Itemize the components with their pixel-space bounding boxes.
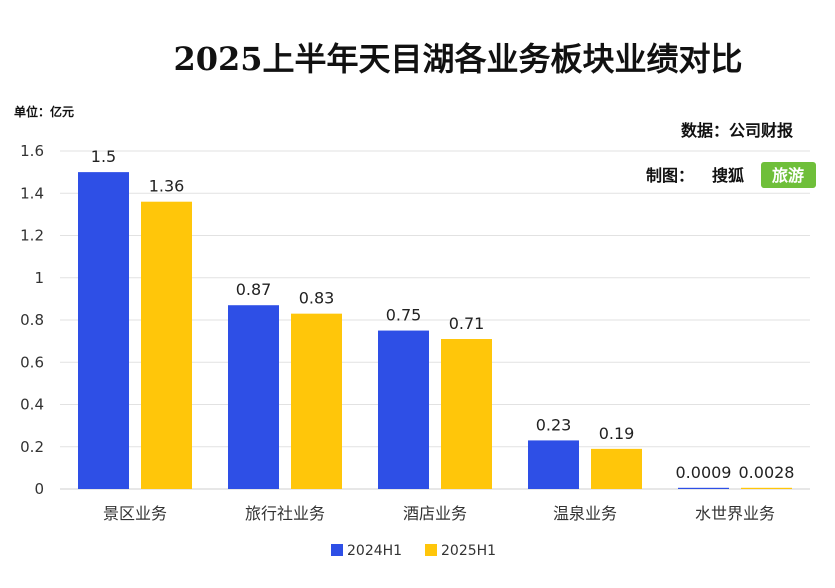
- legend: 2024H1 2025H1: [331, 543, 496, 559]
- y-axis-ticks: 0 0.2 0.4 0.6 0.8 1 1.2 1.4 1.6: [20, 142, 44, 498]
- data-label: 0.23: [536, 415, 572, 434]
- data-label: 0.0028: [739, 463, 795, 482]
- data-label: 0.75: [386, 306, 422, 325]
- data-label: 1.5: [91, 147, 116, 166]
- brand-badge-text: 旅游: [772, 166, 804, 185]
- y-tick-label: 1.6: [20, 142, 44, 160]
- bar: [678, 487, 729, 489]
- data-labels: 1.5 1.36 0.87 0.83 0.75 0.71 0.23 0.19 0.0009 0.0…: [91, 147, 795, 482]
- y-tick-label: 0: [34, 480, 44, 498]
- y-tick-label: 0.6: [20, 353, 44, 371]
- x-category-label: 旅行社业务: [245, 504, 325, 523]
- bar: [228, 305, 279, 489]
- y-tick-label: 0.4: [20, 396, 44, 414]
- bar: [528, 440, 579, 489]
- bar: [741, 487, 792, 489]
- data-label: 1.36: [149, 177, 185, 196]
- data-label: 0.19: [599, 424, 635, 443]
- x-category-label: 酒店业务: [403, 504, 467, 523]
- made-by-label: 制图：: [646, 166, 694, 185]
- gridlines: [60, 150, 810, 490]
- y-tick-label: 1.4: [20, 184, 44, 202]
- y-tick-label: 1: [34, 269, 44, 287]
- x-category-label: 水世界业务: [695, 504, 775, 523]
- data-label: 0.0009: [676, 463, 732, 482]
- y-tick-label: 0.2: [20, 438, 44, 456]
- bar: [441, 339, 492, 489]
- brand-text: 搜狐: [712, 166, 744, 185]
- bar: [78, 172, 129, 489]
- bar: [591, 448, 642, 489]
- bar: [141, 201, 192, 489]
- source-label: 数据：公司财报: [681, 121, 793, 140]
- data-label: 0.87: [236, 280, 272, 299]
- legend-swatch: [331, 544, 343, 556]
- made-by: 制图： 搜狐 旅游: [646, 162, 816, 188]
- x-category-label: 景区业务: [103, 504, 167, 523]
- y-tick-label: 0.8: [20, 311, 44, 329]
- data-label: 0.71: [449, 314, 485, 333]
- bar: [378, 330, 429, 489]
- legend-label: 2024H1: [347, 543, 402, 559]
- bar: [291, 313, 342, 489]
- chart-title: 2025上半年天目湖各业务板块业绩对比: [173, 40, 742, 78]
- unit-label: 单位：亿元: [14, 104, 74, 119]
- y-tick-label: 1.2: [20, 227, 44, 245]
- data-label: 0.83: [299, 289, 335, 308]
- legend-swatch: [425, 544, 437, 556]
- bars: [78, 172, 792, 489]
- x-category-label: 温泉业务: [553, 504, 617, 523]
- x-axis-categories: 景区业务 旅行社业务 酒店业务 温泉业务 水世界业务: [103, 504, 775, 523]
- brand-badge: [761, 162, 816, 188]
- legend-label: 2025H1: [441, 543, 496, 559]
